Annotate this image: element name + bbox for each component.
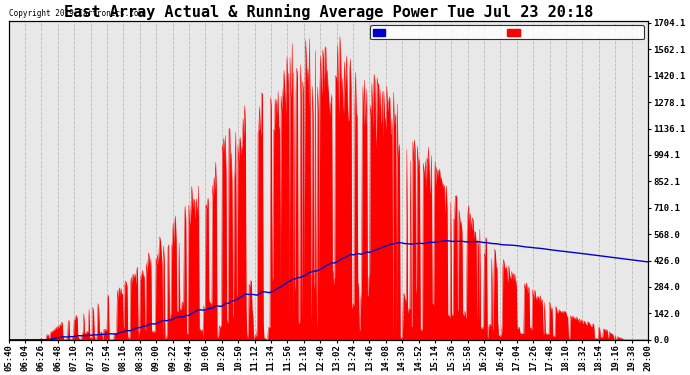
Legend: Average  (DC Watts), East Array  (DC Watts): Average (DC Watts), East Array (DC Watts… bbox=[370, 26, 644, 39]
Text: Copyright 2019 Cartronics.com: Copyright 2019 Cartronics.com bbox=[9, 9, 143, 18]
Title: East Array Actual & Running Average Power Tue Jul 23 20:18: East Array Actual & Running Average Powe… bbox=[63, 4, 593, 20]
